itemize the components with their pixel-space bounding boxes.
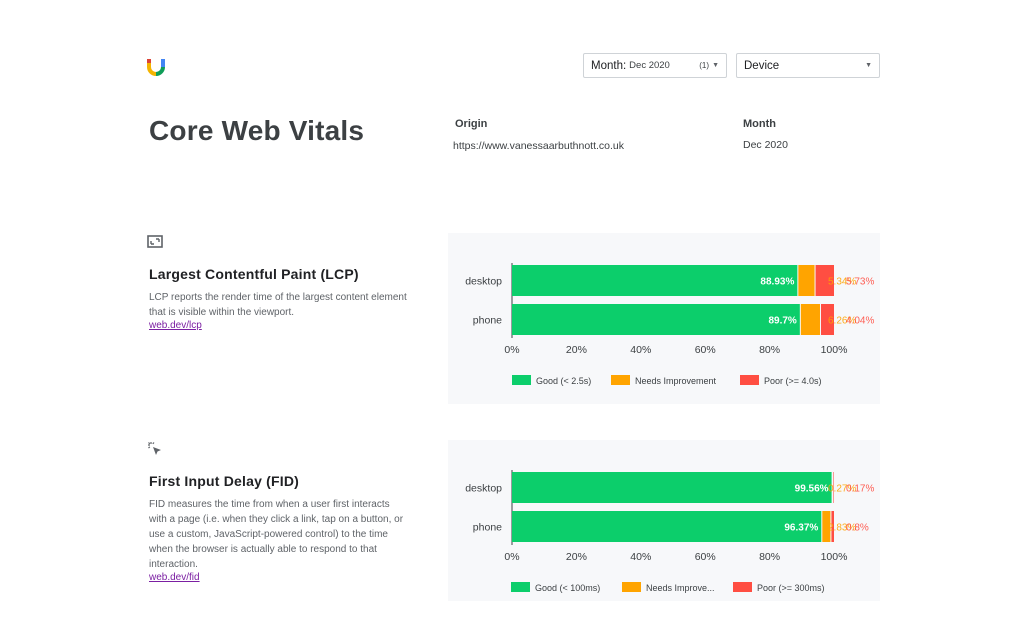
fid-description: FID measures the time from when a user f… bbox=[149, 499, 404, 570]
lcp-data-label: 4.04% bbox=[846, 316, 874, 327]
fid-data-label: 0.27% bbox=[828, 484, 856, 495]
cursor-click-icon bbox=[148, 442, 161, 455]
lcp-category-label: phone bbox=[473, 315, 502, 327]
fid-data-label: 99.56% bbox=[795, 484, 829, 495]
lcp-tick-label: 40% bbox=[630, 344, 651, 356]
fid-legend-swatch[interactable] bbox=[622, 582, 641, 592]
fid-chart-svg: desktop 99.56% 0.27%0.17%phone 96.37% 2.83%0… bbox=[465, 470, 874, 593]
fid-bar-phone-0[interactable] bbox=[512, 511, 822, 542]
lcp-bar-desktop-2[interactable] bbox=[815, 265, 834, 296]
lcp-link[interactable]: web.dev/lcp bbox=[149, 320, 202, 331]
month-value: Dec 2020 bbox=[743, 139, 788, 151]
device-select[interactable]: Device ▼ bbox=[736, 53, 880, 78]
lcp-legend-swatch[interactable] bbox=[740, 375, 759, 385]
lcp-bar-desktop-1[interactable] bbox=[798, 265, 815, 296]
fid-data-label: 2.83% bbox=[828, 523, 856, 534]
fid-tick-label: 40% bbox=[630, 551, 651, 563]
fid-bar-desktop-0[interactable] bbox=[512, 472, 832, 503]
lcp-chart-svg: desktop 88.93% 5.34%5.73% phone 89.7% 6.26%4.… bbox=[465, 263, 874, 386]
lcp-data-label: 88.93% bbox=[760, 277, 794, 288]
fid-tick-label: 60% bbox=[695, 551, 716, 563]
lcp-bar-phone-2[interactable] bbox=[820, 304, 834, 335]
lcp-legend-label[interactable]: Good (< 2.5s) bbox=[536, 376, 591, 386]
lcp-data-label: 5.73% bbox=[846, 277, 874, 288]
fid-tick-label: 100% bbox=[821, 551, 848, 563]
fid-bar-phone-1[interactable] bbox=[822, 511, 831, 542]
fid-legend-label[interactable]: Good (< 100ms) bbox=[535, 583, 600, 593]
lcp-tick-label: 20% bbox=[566, 344, 587, 356]
fid-bar-phone-2[interactable] bbox=[831, 511, 834, 542]
chevron-down-icon: ▼ bbox=[865, 62, 872, 69]
lcp-data-label: 5.34% bbox=[828, 277, 856, 288]
fid-title: First Input Delay (FID) bbox=[149, 473, 300, 489]
lcp-tick-label: 80% bbox=[759, 344, 780, 356]
lcp-bar-phone-1[interactable] bbox=[800, 304, 820, 335]
fid-legend-swatch[interactable] bbox=[733, 582, 752, 592]
month-select-value: Dec 2020 bbox=[629, 60, 670, 71]
month-select[interactable]: Month: Dec 2020 (1) ▼ bbox=[583, 53, 727, 78]
logo-icon bbox=[147, 59, 165, 76]
lcp-legend-swatch[interactable] bbox=[611, 375, 630, 385]
lcp-legend-label[interactable]: Needs Improvement bbox=[635, 376, 717, 386]
month-select-label: Month: bbox=[591, 59, 627, 72]
fid-link[interactable]: web.dev/fid bbox=[149, 572, 200, 583]
fid-tick-label: 80% bbox=[759, 551, 780, 563]
fid-category-label: desktop bbox=[465, 483, 502, 495]
month-select-count: (1) bbox=[699, 61, 709, 70]
lcp-legend-label[interactable]: Poor (>= 4.0s) bbox=[764, 376, 822, 386]
device-select-label: Device bbox=[744, 59, 780, 72]
fid-tick-label: 0% bbox=[504, 551, 519, 563]
chevron-down-icon: ▼ bbox=[712, 62, 719, 69]
fid-category-label: phone bbox=[473, 522, 502, 534]
origin-label: Origin bbox=[455, 118, 488, 130]
lcp-tick-label: 0% bbox=[504, 344, 519, 356]
image-frame-icon bbox=[147, 235, 163, 248]
lcp-bar-phone-0[interactable] bbox=[512, 304, 800, 335]
lcp-bar-desktop-0[interactable] bbox=[512, 265, 798, 296]
month-label: Month bbox=[743, 118, 776, 130]
lcp-data-label: 89.7% bbox=[768, 316, 796, 327]
lcp-data-label: 6.26% bbox=[828, 316, 856, 327]
fid-data-label: 96.37% bbox=[784, 523, 818, 534]
fid-legend-label[interactable]: Poor (>= 300ms) bbox=[757, 583, 825, 593]
lcp-tick-label: 60% bbox=[695, 344, 716, 356]
lcp-legend-swatch[interactable] bbox=[512, 375, 531, 385]
lcp-title: Largest Contentful Paint (LCP) bbox=[149, 266, 359, 282]
fid-chart: desktop 99.56% 0.27% 0.17% phone 96.37% 2.83% 0… bbox=[448, 440, 880, 601]
fid-legend-label[interactable]: Needs Improve... bbox=[646, 583, 715, 593]
page-title: Core Web Vitals bbox=[149, 115, 365, 146]
fid-data-label: 0.8% bbox=[846, 523, 869, 534]
fid-legend-swatch[interactable] bbox=[511, 582, 530, 592]
fid-tick-label: 20% bbox=[566, 551, 587, 563]
fid-data-label: 0.17% bbox=[846, 484, 874, 495]
lcp-category-label: desktop bbox=[465, 276, 502, 288]
lcp-description: LCP reports the render time of the large… bbox=[149, 292, 407, 318]
fid-bar-desktop-2[interactable] bbox=[833, 472, 834, 503]
origin-value: https://www.vanessaarbuthnott.co.uk bbox=[453, 140, 625, 152]
lcp-chart: desktop 88.93% 5.34% 5.73% phone 89.7% 6.26% 4.… bbox=[448, 233, 880, 404]
lcp-tick-label: 100% bbox=[821, 344, 848, 356]
